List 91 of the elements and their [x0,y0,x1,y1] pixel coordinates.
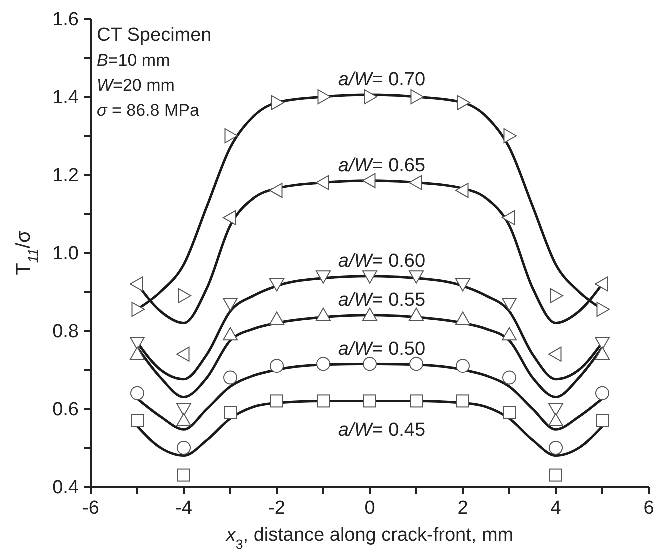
point [270,312,284,326]
point [131,414,144,428]
point [223,210,236,226]
point [409,308,424,322]
series-label: a/W= 0.50 [338,338,426,360]
point [223,327,238,341]
point [548,346,562,362]
point [457,95,470,110]
point [223,298,238,312]
point [316,357,330,372]
point [176,403,192,416]
x-axis-title: x$_{3}$, distance along crack-front, mm [225,525,514,552]
point [548,413,564,426]
x-tick-label: -6 [82,498,100,519]
annotation: B=10 mm [97,51,170,70]
point [596,414,609,428]
point [224,128,238,144]
series-label: a/W= 0.60 [338,251,426,272]
point [502,298,517,312]
point [224,370,238,385]
annotation: CT Specimen [97,25,212,46]
point [318,90,331,104]
point [270,394,284,408]
point [270,183,283,198]
point [130,276,144,292]
point [316,175,330,190]
point [364,90,378,104]
x-tick-label: -4 [176,498,193,519]
point [409,270,424,284]
point [130,336,145,350]
point [362,173,376,188]
x-tick-label: -2 [268,498,286,519]
point [316,308,331,322]
y-tick-label: 1.0 [52,244,79,265]
point [548,403,564,416]
y-tick-label: 0.8 [52,322,79,343]
point [364,394,376,408]
point [456,183,469,198]
series-label: a/W= 0.65 [338,156,426,176]
point [595,276,608,292]
series-label: a/W= 0.55 [338,290,426,312]
point [363,357,377,372]
x-tick-label: 4 [550,498,562,519]
point [362,308,378,322]
x-tick-label: 6 [644,498,654,519]
x-tick-label: 0 [364,498,376,519]
point [456,278,470,292]
point [595,336,610,350]
point [596,386,610,400]
point [130,346,145,360]
x-tick-label: 2 [458,498,468,519]
point [596,302,610,318]
point [176,346,190,362]
point [410,394,423,408]
point [550,288,564,304]
point [456,359,470,374]
series-label: a/W= 0.70 [338,70,426,91]
series-label: a/W= 0.45 [338,420,426,441]
point [224,406,237,420]
point [177,441,191,455]
point [409,175,422,190]
annotation: σ = 86.8 MPa [97,101,200,120]
point [456,394,470,408]
point [503,406,516,420]
point [132,302,145,318]
y-tick-label: 0.6 [52,400,79,421]
point [271,95,284,110]
point [270,278,284,292]
y-tick-label: 0.4 [52,478,80,499]
point [504,128,517,144]
point [176,413,192,426]
point [178,468,190,482]
point [549,441,563,455]
point [550,468,562,482]
point [502,327,517,341]
point [178,288,192,304]
y-tick-label: 1.6 [52,10,79,31]
point [595,346,610,360]
point [410,357,424,372]
annotation: W=20 mm [97,76,175,95]
y-tick-label: 1.2 [52,166,79,187]
point [456,312,470,326]
point [502,370,516,385]
point [130,386,144,400]
point [317,394,330,408]
point [316,270,331,284]
point [410,90,424,104]
point [502,210,516,226]
y-tick-label: 1.4 [52,88,80,109]
point [362,270,378,284]
point [270,359,284,374]
